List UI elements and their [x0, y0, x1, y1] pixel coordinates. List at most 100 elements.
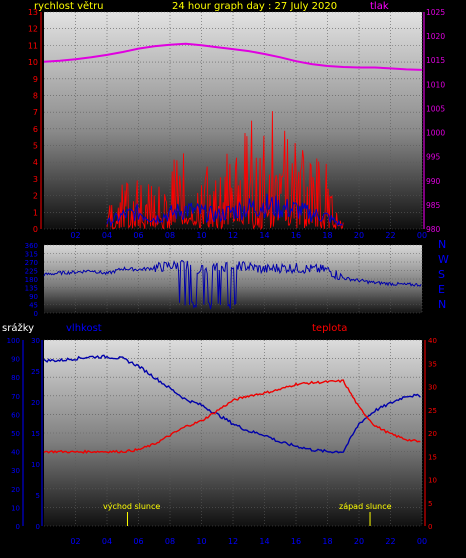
humidity-axis: 0 5 10 15 20 25 30	[31, 337, 43, 531]
bot-x-tick-label: 00	[417, 537, 427, 546]
compass-label-e: E	[438, 283, 445, 296]
bot-x-tick-label: 02	[70, 537, 80, 546]
compass-label-n: N	[438, 238, 446, 251]
pressure-tick-label: 995	[426, 153, 441, 162]
direction-tick-label: 225	[25, 268, 38, 276]
direction-tick-label: 180	[25, 276, 38, 284]
pressure-tick-label: 990	[426, 177, 441, 186]
pressure-series	[43, 42, 423, 71]
direction-tick-label: 135	[25, 285, 38, 293]
pressure-axis: 980 985 990 995 1000 1005 1010 1015 1020 1025	[423, 8, 445, 234]
humidity-tick-label: 10	[31, 461, 40, 469]
direction-tick-label: 315	[25, 251, 38, 259]
top-x-tick-label: 06	[133, 231, 143, 240]
wind-gust-series	[106, 111, 344, 231]
percent-tick-label: 60	[11, 411, 20, 419]
humidity-tick-label: 30	[31, 337, 40, 345]
bot-x-tick-label: 10	[196, 537, 206, 546]
humidity-series	[43, 354, 421, 454]
chart-title: 24 hour graph day : 27 July 2020	[172, 1, 337, 12]
percent-tick-label: 50	[11, 430, 20, 438]
bot-x-tick-label: 08	[165, 537, 175, 546]
wind-direction-series	[43, 259, 422, 310]
wind-direction-grid	[44, 244, 423, 314]
top-x-tick-label: 18	[322, 231, 332, 240]
wind-speed-tick-label: 1	[33, 208, 38, 217]
top-x-tick-label: 08	[165, 231, 175, 240]
precipitation-percent-axis: 0 10 20 30 40 50 60 70 80 90 100	[7, 337, 24, 531]
bot-x-tick-label: 14	[259, 537, 269, 546]
pressure-tick-label: 1000	[426, 129, 445, 138]
humidity-tick-label: 5	[36, 492, 40, 500]
sun-markers	[126, 512, 371, 526]
temperature-tick-label: 10	[428, 477, 437, 485]
humidity-label: vlhkost	[66, 323, 102, 334]
wind-speed-tick-label: 0	[33, 225, 38, 234]
percent-tick-label: 90	[11, 356, 20, 364]
percent-tick-label: 30	[11, 467, 20, 475]
top-x-tick-label: 16	[291, 231, 301, 240]
bot-x-tick-label: 22	[385, 537, 395, 546]
percent-tick-label: 10	[11, 504, 20, 512]
top-x-tick-label: 04	[102, 231, 112, 240]
wind-speed-tick-label: 10	[28, 58, 38, 67]
precipitation-label: srážky	[2, 322, 34, 334]
temperature-label: teplota	[312, 323, 347, 334]
direction-tick-label: 360	[25, 242, 38, 250]
top-x-tick-label: 12	[228, 231, 238, 240]
pressure-label: tlak	[370, 1, 389, 12]
temperature-tick-label: 0	[428, 523, 432, 531]
humidity-tick-label: 25	[31, 368, 40, 376]
temperature-series	[43, 379, 421, 454]
wind-speed-tick-label: 2	[33, 192, 38, 201]
wind-pressure-series	[43, 42, 423, 231]
temperature-axis: 0 5 10 15 20 25 30 35 40	[424, 337, 437, 531]
wind-speed-tick-label: 6	[33, 125, 38, 134]
wind-direction-series	[43, 259, 422, 310]
pressure-tick-label: 1015	[426, 56, 445, 65]
direction-tick-label: 0	[34, 310, 38, 318]
pressure-tick-label: 1020	[426, 32, 445, 41]
wind-speed-tick-label: 9	[33, 75, 38, 84]
temperature-tick-label: 30	[428, 384, 437, 392]
temperature-tick-label: 15	[428, 453, 437, 461]
temperature-tick-label: 5	[428, 500, 432, 508]
direction-tick-label: 90	[29, 293, 38, 301]
percent-tick-label: 0	[16, 523, 20, 531]
temperature-humidity-panel: 0 10 20 30 40 50 60 70 80 90 100 0 5 10 15 20 25 30 0 5 10…	[2, 322, 437, 546]
direction-tick-label: 45	[29, 302, 38, 310]
wind-speed-tick-label: 5	[33, 142, 38, 151]
pressure-tick-label: 1025	[426, 8, 445, 17]
sunset-label: západ slunce	[339, 502, 392, 511]
bot-x-tick-label: 04	[102, 537, 112, 546]
bot-x-tick-label: 16	[291, 537, 301, 546]
humidity-tick-label: 15	[31, 430, 40, 438]
top-x-tick-label: 00	[417, 231, 427, 240]
wind-speed-tick-label: 7	[33, 108, 38, 117]
temperature-tick-label: 40	[428, 337, 437, 345]
bot-x-tick-label: 06	[133, 537, 143, 546]
direction-tick-label: 270	[25, 259, 38, 267]
sunrise-label: východ slunce	[103, 502, 160, 511]
top-x-tick-label: 02	[70, 231, 80, 240]
compass-label-n: N	[438, 298, 446, 311]
wind-average-series	[106, 193, 343, 228]
top-x-tick-label: 22	[385, 231, 395, 240]
temperature-tick-label: 20	[428, 430, 437, 438]
percent-tick-label: 40	[11, 449, 20, 457]
compass-label-s: S	[438, 268, 445, 281]
compass-label-w: W	[438, 253, 449, 266]
wind-speed-tick-label: 8	[33, 91, 38, 100]
wind-pressure-grid	[44, 11, 423, 230]
pressure-tick-label: 985	[426, 201, 441, 210]
bot-x-tick-label: 12	[228, 537, 238, 546]
pressure-tick-label: 980	[426, 225, 441, 234]
wind-speed-tick-label: 3	[33, 175, 38, 184]
wind-pressure-x-axis: 02 04 06 08 10 12 14 16 18 20 22 00	[70, 231, 427, 240]
